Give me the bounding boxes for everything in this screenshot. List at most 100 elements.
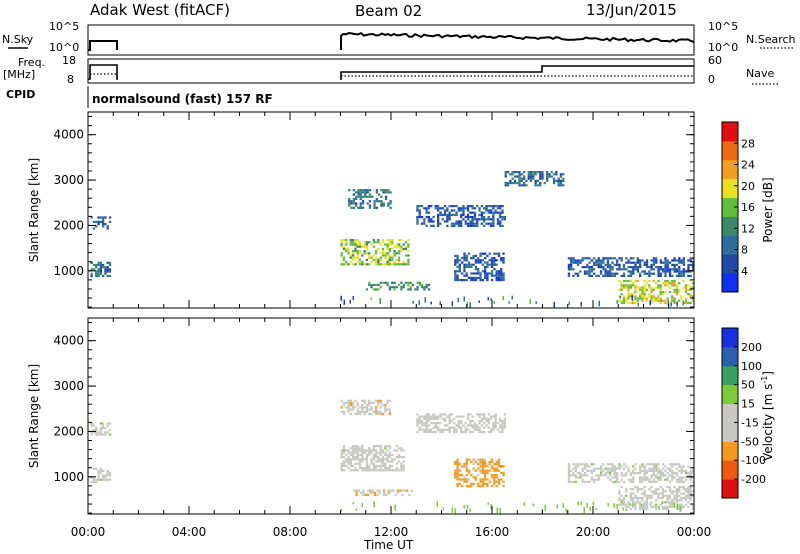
echo-cell <box>616 259 619 262</box>
echo-cell <box>680 297 683 300</box>
echo-cell <box>461 465 464 468</box>
echo-cell <box>501 422 504 425</box>
echo-cell <box>349 261 352 264</box>
echo-cell <box>678 272 681 275</box>
echo-cell <box>636 259 639 262</box>
echo-cell <box>386 243 389 246</box>
echo-cell <box>460 222 463 225</box>
echo-cell <box>495 276 498 279</box>
echo-cell <box>380 189 383 192</box>
echo-cell <box>361 458 364 461</box>
echo-cell <box>345 247 348 250</box>
echo-cell <box>457 426 460 429</box>
echo-cell <box>500 471 503 474</box>
echo-cell <box>358 243 362 246</box>
echo-cell <box>434 205 437 208</box>
echo-cell <box>354 451 357 454</box>
echo-cell <box>641 465 644 468</box>
echo-cell <box>368 200 372 203</box>
echo-cell <box>497 252 501 255</box>
echo-cell <box>666 505 669 508</box>
echo-cell <box>500 268 503 271</box>
echo-cell <box>477 467 480 470</box>
echo-cell <box>388 464 392 467</box>
echo-cell <box>377 239 380 242</box>
echo-cell <box>534 179 537 182</box>
echo-cell <box>356 451 359 454</box>
echo-cell <box>347 408 350 411</box>
echo-cell <box>648 274 651 277</box>
echo-cell <box>386 453 389 456</box>
echo-cell <box>691 257 695 260</box>
echo-cell <box>457 415 460 418</box>
echo-cell <box>659 474 662 477</box>
echo-cell <box>375 469 378 472</box>
noise-panel-frame <box>87 24 695 56</box>
echo-cell <box>342 449 346 452</box>
echo-cell <box>597 259 600 262</box>
freq-tick-top: 18 <box>62 54 76 67</box>
echo-cell <box>486 265 489 268</box>
ground-scatter-cell <box>679 505 681 512</box>
echo-cell <box>388 410 392 413</box>
echo-cell <box>659 288 662 291</box>
echo-cell <box>92 431 96 434</box>
echo-cell <box>576 272 580 275</box>
echo-cell <box>527 173 530 176</box>
colorbar-tick-label: -100 <box>741 454 766 467</box>
echo-cell <box>461 485 464 488</box>
echo-cell <box>673 472 676 475</box>
echo-cell <box>404 263 408 266</box>
echo-cell <box>645 505 649 508</box>
echo-cell <box>462 218 465 221</box>
echo-cell <box>356 404 359 407</box>
echo-cell <box>668 501 672 504</box>
echo-cell <box>629 478 633 481</box>
echo-cell <box>368 408 371 411</box>
echo-cell <box>520 173 523 176</box>
echo-cell <box>648 295 651 298</box>
echo-cell <box>664 301 667 305</box>
echo-cell <box>455 213 458 216</box>
echo-cell <box>671 469 674 472</box>
ground-scatter-cell <box>553 301 555 308</box>
echo-cell <box>611 272 614 275</box>
echo-cell <box>604 270 607 273</box>
echo-cell <box>668 494 672 497</box>
echo-cell <box>680 272 683 275</box>
echo-cell <box>454 460 457 463</box>
ground-scatter-cell <box>511 295 513 300</box>
echo-cell <box>655 266 658 269</box>
echo-cell <box>572 259 575 262</box>
echo-cell <box>513 182 517 185</box>
echo-cell <box>349 241 352 244</box>
echo-cell <box>372 410 375 413</box>
echo-cell <box>381 250 385 253</box>
echo-cell <box>355 202 358 205</box>
echo-cell <box>497 480 501 483</box>
echo-cell <box>655 492 658 495</box>
echo-cell <box>356 458 359 461</box>
echo-cell <box>381 254 385 257</box>
echo-cell <box>682 496 685 500</box>
echo-cell <box>478 218 481 221</box>
echo-cell <box>349 469 352 472</box>
echo-cell <box>462 415 465 418</box>
echo-cell <box>622 503 626 506</box>
echo-cell <box>680 465 683 468</box>
echo-cell <box>425 430 428 434</box>
echo-cell <box>622 286 626 289</box>
echo-cell <box>639 480 642 483</box>
echo-cell <box>611 465 614 468</box>
echo-cell <box>616 263 619 266</box>
echo-cell <box>340 449 343 452</box>
colorbar-swatch <box>722 460 738 480</box>
echo-cell <box>368 404 371 407</box>
echo-cell <box>678 469 681 472</box>
echo-cell <box>539 171 542 174</box>
echo-cell <box>368 241 371 244</box>
echo-cell <box>641 488 644 491</box>
echo-cell <box>689 293 692 296</box>
echo-cell <box>453 428 456 431</box>
echo-cell <box>546 171 549 174</box>
